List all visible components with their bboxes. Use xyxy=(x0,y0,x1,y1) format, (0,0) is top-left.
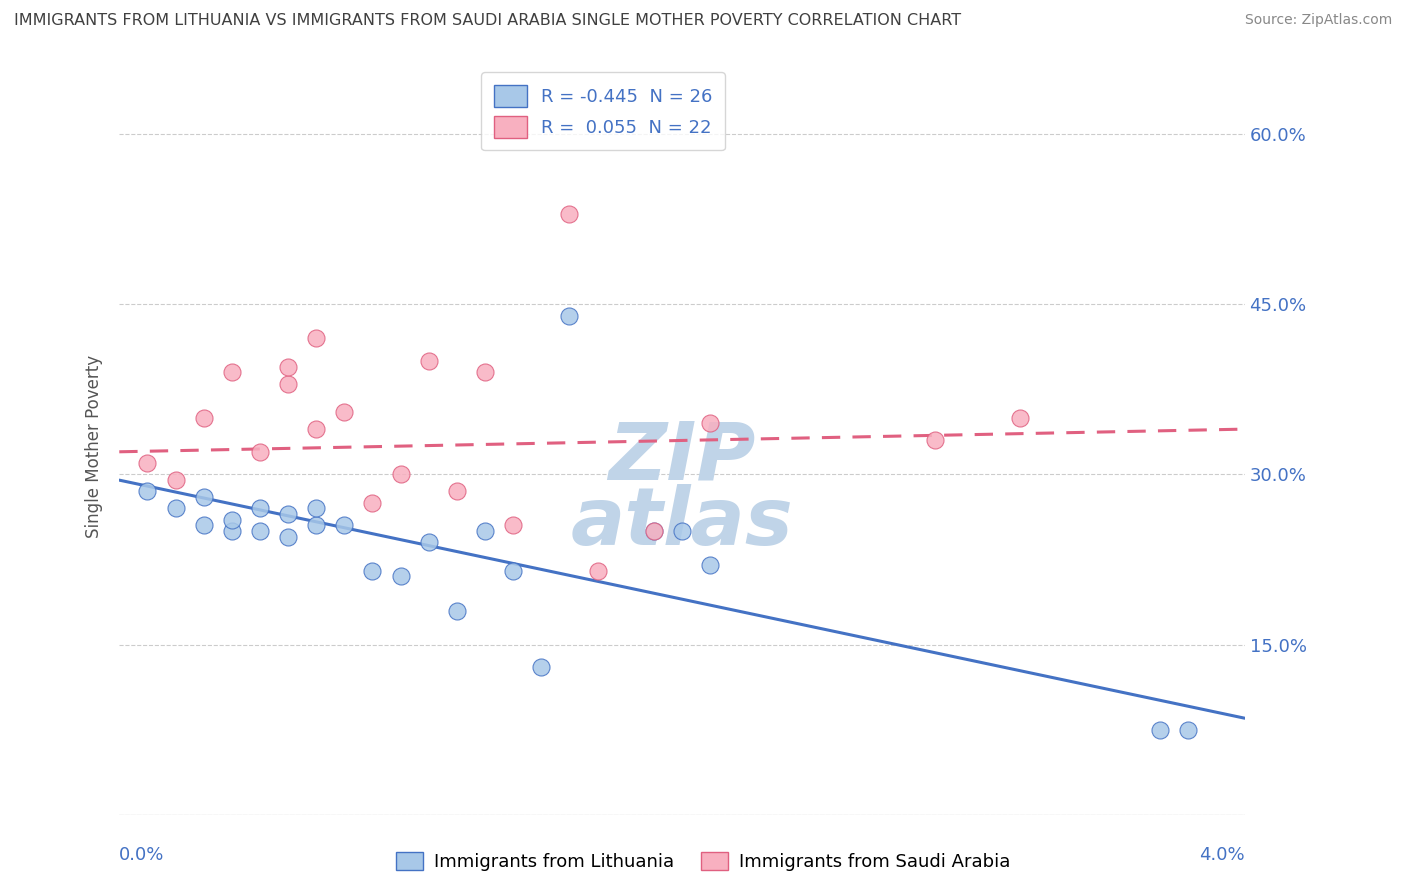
Point xyxy=(249,501,271,516)
Point xyxy=(446,484,468,499)
Point xyxy=(333,518,356,533)
Text: IMMIGRANTS FROM LITHUANIA VS IMMIGRANTS FROM SAUDI ARABIA SINGLE MOTHER POVERTY : IMMIGRANTS FROM LITHUANIA VS IMMIGRANTS … xyxy=(14,13,962,29)
Point xyxy=(643,524,665,538)
Point xyxy=(1177,723,1199,737)
Point xyxy=(221,366,243,380)
Point xyxy=(333,405,356,419)
Y-axis label: Single Mother Poverty: Single Mother Poverty xyxy=(86,354,103,538)
Point xyxy=(136,456,159,470)
Point xyxy=(277,530,299,544)
Point xyxy=(389,467,412,482)
Point xyxy=(361,496,384,510)
Point xyxy=(699,558,721,573)
Text: 4.0%: 4.0% xyxy=(1199,846,1244,863)
Point xyxy=(221,513,243,527)
Point xyxy=(389,569,412,583)
Point xyxy=(305,518,328,533)
Point xyxy=(193,518,215,533)
Point xyxy=(305,331,328,345)
Point xyxy=(249,444,271,458)
Point xyxy=(502,518,524,533)
Point xyxy=(277,376,299,391)
Point xyxy=(474,524,496,538)
Text: 0.0%: 0.0% xyxy=(120,846,165,863)
Point xyxy=(305,501,328,516)
Point xyxy=(530,660,553,674)
Point xyxy=(305,422,328,436)
Point xyxy=(474,366,496,380)
Point xyxy=(277,507,299,521)
Point xyxy=(643,524,665,538)
Point xyxy=(193,490,215,504)
Point xyxy=(586,564,609,578)
Point xyxy=(193,410,215,425)
Legend: R = -0.445  N = 26, R =  0.055  N = 22: R = -0.445 N = 26, R = 0.055 N = 22 xyxy=(481,72,725,151)
Point xyxy=(361,564,384,578)
Legend: Immigrants from Lithuania, Immigrants from Saudi Arabia: Immigrants from Lithuania, Immigrants fr… xyxy=(388,845,1018,879)
Point xyxy=(699,417,721,431)
Point xyxy=(558,207,581,221)
Point xyxy=(221,524,243,538)
Point xyxy=(249,524,271,538)
Point xyxy=(418,535,440,549)
Point xyxy=(671,524,693,538)
Point xyxy=(1149,723,1171,737)
Point xyxy=(136,484,159,499)
Point xyxy=(924,434,946,448)
Point xyxy=(558,309,581,323)
Point xyxy=(165,473,187,487)
Point xyxy=(277,359,299,374)
Text: ZIP
atlas: ZIP atlas xyxy=(571,418,793,562)
Point xyxy=(418,354,440,368)
Point xyxy=(1008,410,1031,425)
Point xyxy=(165,501,187,516)
Text: Source: ZipAtlas.com: Source: ZipAtlas.com xyxy=(1244,13,1392,28)
Point xyxy=(446,603,468,617)
Point xyxy=(502,564,524,578)
